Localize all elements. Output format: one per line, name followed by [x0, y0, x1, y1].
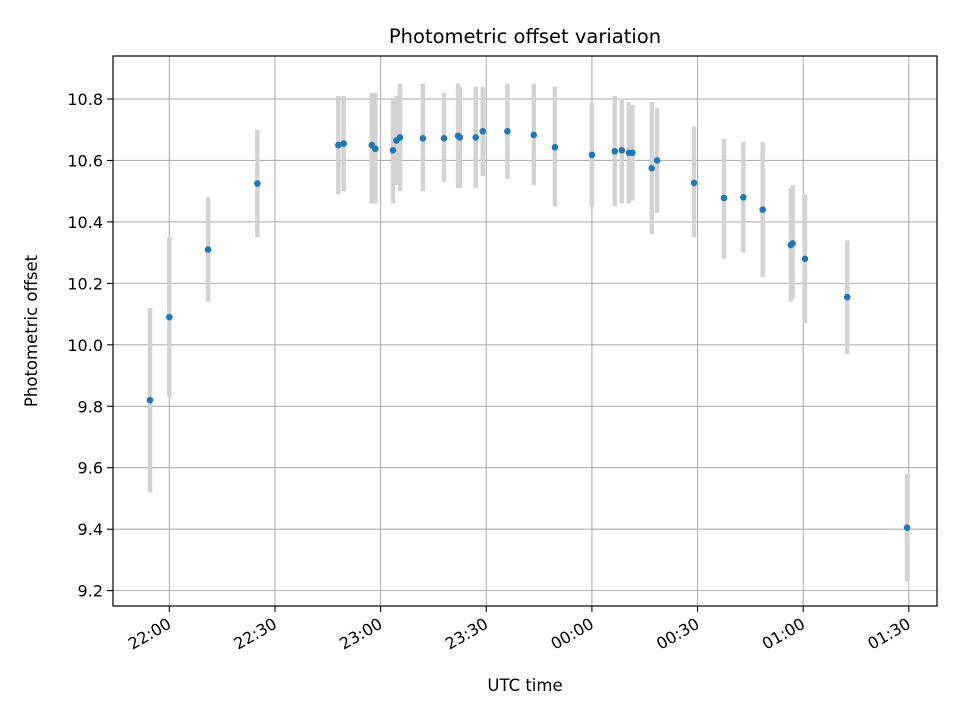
- data-point: [530, 131, 538, 139]
- data-points: [146, 127, 911, 531]
- y-tick-label: 9.2: [78, 582, 103, 601]
- data-point: [551, 143, 559, 151]
- data-point: [789, 240, 796, 247]
- y-tick-label: 10.0: [67, 336, 103, 355]
- y-tick-label: 10.8: [67, 90, 103, 109]
- data-point: [389, 147, 397, 154]
- data-point: [618, 147, 626, 154]
- data-point: [629, 149, 636, 157]
- data-point: [419, 135, 427, 142]
- data-point: [843, 293, 851, 301]
- data-point: [456, 134, 464, 141]
- y-tick-label: 10.6: [67, 151, 103, 170]
- y-tick-label: 9.8: [78, 397, 103, 416]
- data-point: [479, 127, 487, 135]
- data-point: [166, 313, 173, 321]
- grid: [113, 56, 937, 606]
- data-point: [653, 157, 661, 164]
- data-point: [903, 524, 911, 531]
- y-axis: 9.2 9.4 9.6 9.8 10.0 10.2 10.4 10.6 10.8: [67, 90, 113, 601]
- data-point: [372, 145, 379, 153]
- x-axis-title: UTC time: [487, 676, 562, 695]
- data-point: [648, 164, 656, 172]
- data-point: [335, 141, 342, 149]
- data-point: [588, 151, 596, 159]
- data-point: [254, 180, 261, 187]
- data-point: [801, 255, 809, 263]
- data-point: [759, 206, 766, 213]
- data-point: [340, 140, 347, 147]
- data-point: [690, 179, 698, 187]
- data-point: [472, 134, 480, 141]
- y-tick-label: 9.4: [78, 520, 103, 539]
- data-point: [396, 134, 404, 141]
- y-axis-title: Photometric offset: [22, 254, 41, 407]
- data-point: [720, 194, 728, 202]
- data-point: [146, 396, 154, 404]
- y-tick-label: 10.4: [67, 213, 103, 232]
- data-point: [611, 147, 619, 155]
- data-point: [440, 135, 448, 142]
- chart-title: Photometric offset variation: [389, 25, 661, 48]
- y-tick-label: 9.6: [78, 459, 103, 478]
- data-point: [740, 194, 747, 201]
- y-tick-label: 10.2: [67, 274, 103, 293]
- plot-frame: [112, 55, 938, 607]
- data-point: [504, 127, 511, 135]
- data-point: [204, 246, 212, 253]
